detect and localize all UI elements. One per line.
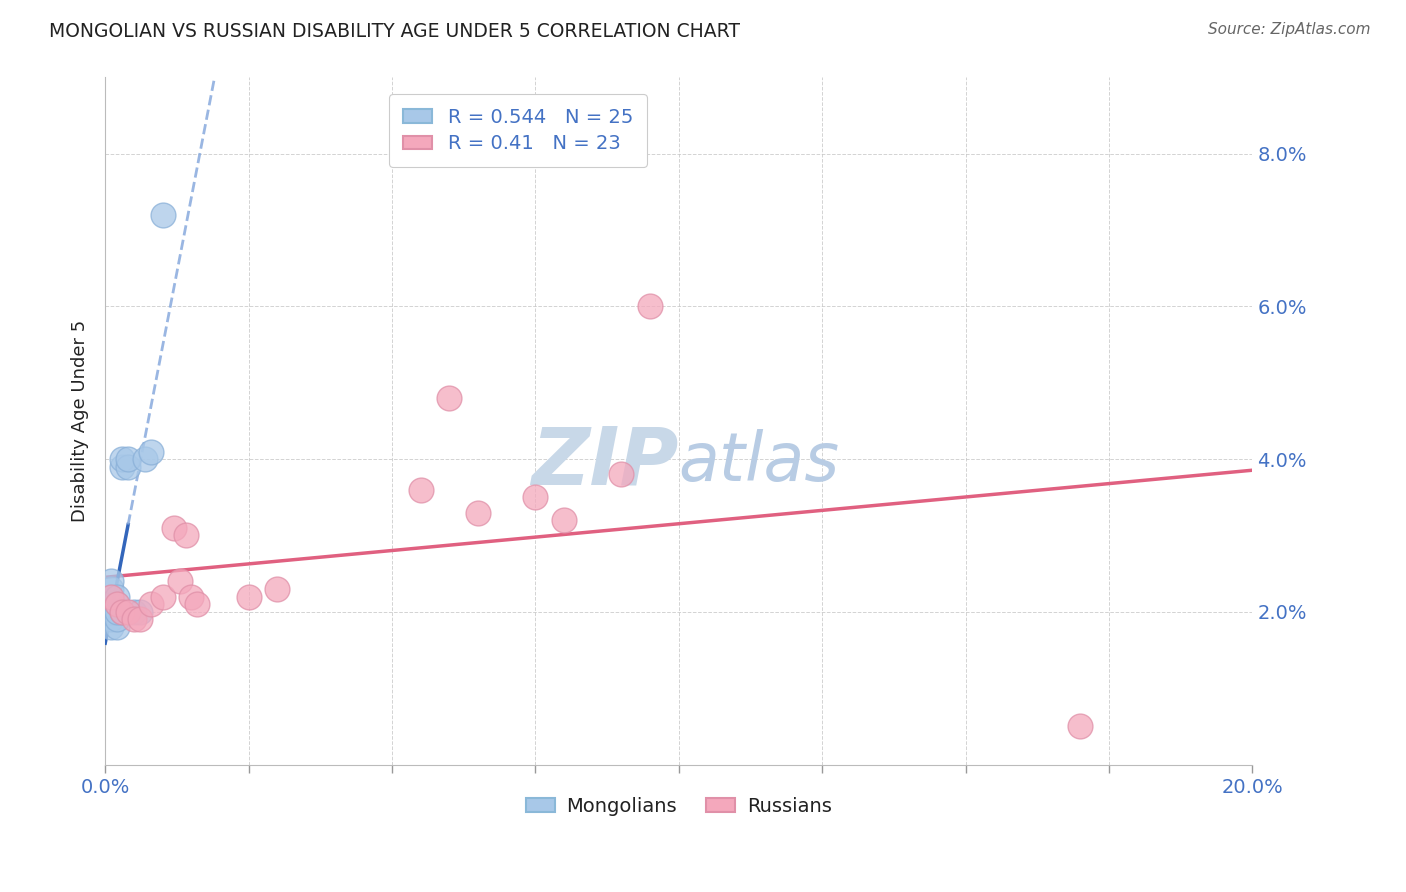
Point — [100, 582, 122, 596]
Point — [238, 590, 260, 604]
Point — [117, 459, 139, 474]
Point — [117, 452, 139, 467]
Point — [100, 612, 122, 626]
Point — [111, 605, 134, 619]
Point — [100, 590, 122, 604]
Point — [105, 597, 128, 611]
Point — [186, 597, 208, 611]
Text: ZIP: ZIP — [531, 423, 679, 501]
Point — [122, 605, 145, 619]
Point — [117, 605, 139, 619]
Point — [111, 605, 134, 619]
Point — [553, 513, 575, 527]
Point — [266, 582, 288, 596]
Point — [128, 605, 150, 619]
Point — [467, 506, 489, 520]
Point — [100, 597, 122, 611]
Point — [105, 620, 128, 634]
Point — [105, 597, 128, 611]
Point — [100, 574, 122, 589]
Point — [100, 620, 122, 634]
Point — [409, 483, 432, 497]
Point — [111, 459, 134, 474]
Y-axis label: Disability Age Under 5: Disability Age Under 5 — [72, 320, 89, 522]
Point — [100, 605, 122, 619]
Point — [1069, 719, 1091, 733]
Point — [139, 597, 162, 611]
Point — [524, 491, 547, 505]
Text: Source: ZipAtlas.com: Source: ZipAtlas.com — [1208, 22, 1371, 37]
Point — [152, 208, 174, 222]
Point — [152, 590, 174, 604]
Point — [122, 612, 145, 626]
Point — [105, 612, 128, 626]
Point — [128, 612, 150, 626]
Point — [100, 590, 122, 604]
Point — [169, 574, 191, 589]
Point — [100, 597, 122, 611]
Point — [638, 300, 661, 314]
Point — [111, 452, 134, 467]
Text: MONGOLIAN VS RUSSIAN DISABILITY AGE UNDER 5 CORRELATION CHART: MONGOLIAN VS RUSSIAN DISABILITY AGE UNDE… — [49, 22, 740, 41]
Point — [174, 528, 197, 542]
Point — [105, 590, 128, 604]
Text: atlas: atlas — [679, 429, 839, 495]
Point — [105, 605, 128, 619]
Point — [134, 452, 156, 467]
Point — [163, 521, 186, 535]
Point — [610, 467, 633, 482]
Point — [180, 590, 202, 604]
Point — [439, 391, 461, 405]
Point — [100, 590, 122, 604]
Point — [139, 444, 162, 458]
Legend: Mongolians, Russians: Mongolians, Russians — [517, 789, 839, 823]
Point — [100, 605, 122, 619]
